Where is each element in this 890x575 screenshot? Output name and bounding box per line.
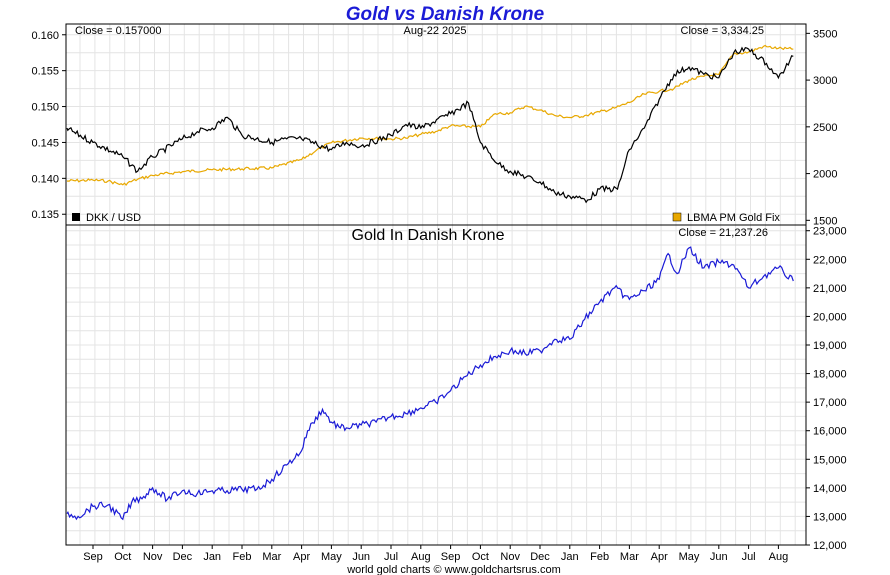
x-tick-label: Nov [500,551,520,563]
series-lines [66,44,794,521]
x-tick-label: Aug [769,551,789,563]
bottom-panel-grid [66,225,806,546]
legend-swatch-dkk [72,213,80,221]
right-tick-label: 22,000 [813,254,847,266]
series-line-gold-dkk [66,246,794,521]
right-tick-label: 3500 [813,28,837,40]
x-tick-label: May [679,551,700,563]
left-tick-label: 0.160 [31,30,59,42]
x-tick-label: Aug [411,551,431,563]
right-tick-label: 13,000 [813,511,847,523]
x-tick-label: Oct [472,551,489,563]
right-tick-label: 16,000 [813,426,847,438]
x-tick-label: May [321,551,342,563]
x-tick-label: Jan [203,551,221,563]
x-tick-label: Jan [561,551,579,563]
chart-title: Gold vs Danish Krone [346,4,545,25]
close-dkk-label: Close = 0.157000 [75,25,162,37]
right-tick-label: 1500 [813,215,837,227]
right-tick-label: 20,000 [813,311,847,323]
x-tick-label: Feb [233,551,252,563]
right-tick-label: 23,000 [813,226,847,238]
bottom-right-axis: 23,000 22,000 21,000 20,000 19,000 18,000 17,0… [806,226,847,552]
legend-label-dkk: DKK / USD [86,212,141,224]
x-tick-label: Dec [173,551,193,563]
right-tick-label: 2000 [813,169,837,181]
left-tick-label: 0.150 [31,102,59,114]
x-axis: Sep Oct Nov Dec Jan Feb Mar Apr May Jun Jul Aug Sep O… [83,545,788,563]
right-tick-label: 14,000 [813,483,847,495]
series-line-dkk [66,46,794,204]
left-tick-label: 0.155 [31,66,59,78]
right-tick-label: 15,000 [813,454,847,466]
right-tick-label: 3000 [813,75,837,87]
footer-credit: world gold charts © www.goldchartsrus.co… [346,564,561,575]
bottom-panel-frame [65,224,807,546]
top-panel-grid [66,24,806,225]
x-tick-label: Dec [530,551,550,563]
x-tick-label: Jul [742,551,756,563]
x-tick-label: Feb [590,551,609,563]
right-tick-label: 17,000 [813,397,847,409]
left-tick-label: 0.145 [31,137,59,149]
series-line-gold [66,44,794,186]
right-tick-label: 18,000 [813,369,847,381]
x-tick-label: Apr [293,551,310,563]
close-gold-label: Close = 3,334.25 [681,25,764,37]
x-tick-label: Jun [710,551,728,563]
left-tick-label: 0.135 [31,209,59,221]
x-tick-label: Oct [114,551,131,563]
legend-swatch-gold [672,212,682,222]
right-tick-label: 12,000 [813,540,847,552]
right-tick-label: 19,000 [813,340,847,352]
x-tick-label: Apr [651,551,668,563]
top-left-axis: 0.160 0.155 0.150 0.145 0.140 0.135 [31,30,66,221]
top-right-axis: 3500 3000 2500 2000 1500 [806,28,837,227]
right-tick-label: 2500 [813,122,837,134]
x-tick-label: Sep [83,551,103,563]
x-tick-label: Nov [143,551,163,563]
x-tick-label: Jul [384,551,398,563]
date-label: Aug-22 2025 [404,25,467,37]
legend-label-gold: LBMA PM Gold Fix [687,212,780,224]
right-tick-label: 21,000 [813,283,847,295]
x-tick-label: Mar [620,551,639,563]
close-gold-dkk-label: Close = 21,237.26 [678,227,768,239]
left-tick-label: 0.140 [31,173,59,185]
x-tick-label: Sep [441,551,461,563]
bottom-panel-title: Gold In Danish Krone [352,227,505,244]
x-tick-label: Jun [352,551,370,563]
x-tick-label: Mar [262,551,281,563]
